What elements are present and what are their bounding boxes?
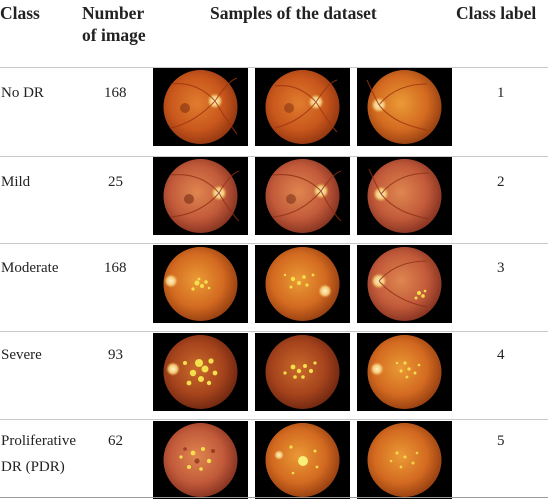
- row-class: No DR: [1, 85, 44, 101]
- header-class: Class: [0, 3, 40, 23]
- row-class: Proliferative DR (PDR): [1, 428, 76, 480]
- fundus-image: [255, 157, 350, 235]
- fundus-image: [153, 421, 248, 499]
- fundus-image: [153, 157, 248, 235]
- table-bottom-rule: [0, 497, 548, 498]
- row-count: 168: [104, 260, 127, 276]
- fundus-image: [153, 245, 248, 323]
- header-number-line2: of image: [82, 25, 146, 45]
- header-number-line1: Number: [82, 3, 145, 23]
- fundus-image: [255, 68, 350, 146]
- fundus-image: [357, 157, 452, 235]
- row-count: 25: [108, 174, 123, 190]
- row-class: Moderate: [1, 260, 59, 276]
- header-number-of-image: Number of image: [82, 2, 146, 46]
- header-samples: Samples of the dataset: [210, 3, 377, 23]
- fundus-image: [153, 68, 248, 146]
- fundus-image: [357, 421, 452, 499]
- header-rule: [0, 67, 548, 68]
- row-class: Mild: [1, 174, 31, 190]
- row-class-label: 2: [497, 174, 505, 190]
- fundus-image: [357, 245, 452, 323]
- fundus-image: [153, 333, 248, 411]
- fundus-image: [255, 421, 350, 499]
- row-divider: [0, 243, 548, 244]
- row-divider: [0, 419, 548, 420]
- row-class-label: 3: [497, 260, 505, 276]
- row-class-label: 5: [497, 433, 505, 449]
- row-class-label: 4: [497, 347, 505, 363]
- row-class-line2: DR (PDR): [1, 459, 65, 475]
- row-divider: [0, 331, 548, 332]
- fundus-image: [357, 333, 452, 411]
- row-class: Severe: [1, 347, 42, 363]
- header-class-label: Class label: [456, 3, 537, 23]
- fundus-image: [255, 333, 350, 411]
- row-count: 93: [108, 347, 123, 363]
- row-count: 168: [104, 85, 127, 101]
- row-count: 62: [108, 433, 123, 449]
- fundus-image: [357, 68, 452, 146]
- fundus-image: [255, 245, 350, 323]
- row-class-line1: Proliferative: [1, 433, 76, 449]
- row-divider: [0, 156, 548, 157]
- row-class-label: 1: [497, 85, 505, 101]
